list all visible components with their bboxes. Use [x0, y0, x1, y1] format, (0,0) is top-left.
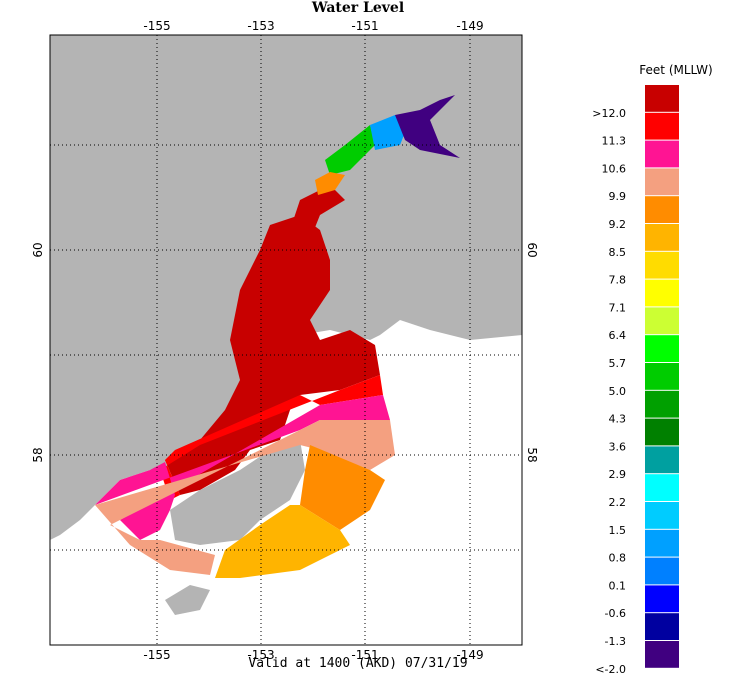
lat-label: 60: [31, 242, 45, 257]
legend-label: 9.9: [609, 190, 627, 203]
water-7: [215, 505, 350, 578]
water-10: [95, 395, 390, 540]
legend-label: 1.5: [609, 524, 627, 537]
legend: >12.0 11.3 10.6 9.9 9.2 8.5 7.8 7.1 6.4 5.7 5.0 4.3…: [592, 85, 679, 676]
legend-swatch: [645, 112, 679, 140]
lat-label: 58: [525, 447, 539, 462]
legend-swatch: [645, 585, 679, 613]
frame: [49, 34, 523, 646]
water-cook-inlet: [165, 215, 380, 495]
water-arm3: [395, 95, 460, 158]
lon-label: -149: [456, 19, 483, 33]
legend-label: 10.6: [602, 162, 627, 175]
land-kodiak: [170, 440, 305, 545]
legend-swatch: [645, 85, 679, 112]
legend-swatch: [645, 390, 679, 418]
legend-swatch: [645, 140, 679, 168]
legend-swatch: [645, 529, 679, 557]
legend-swatch: [645, 446, 679, 474]
lat-label: 60: [525, 242, 539, 257]
legend-swatch: [645, 557, 679, 585]
lon-label: -153: [247, 648, 274, 662]
lon-label: -151: [351, 648, 378, 662]
legend-swatch: [645, 307, 679, 335]
title: Water Level: [311, 0, 404, 16]
lat-label: 58: [31, 447, 45, 462]
legend-label: 8.5: [609, 246, 627, 259]
lon-label: -153: [247, 19, 274, 33]
legend-label: 7.1: [609, 301, 627, 314]
legend-label: 5.7: [609, 357, 627, 370]
legend-label: 9.2: [609, 218, 627, 231]
lon-label: -155: [143, 19, 170, 33]
map: [49, 34, 523, 646]
legend-swatch: [645, 474, 679, 501]
lon-label: -149: [456, 648, 483, 662]
water-11: [160, 375, 383, 500]
land-island: [165, 585, 210, 615]
legend-label: -1.3: [605, 635, 626, 648]
legend-swatch: [645, 641, 679, 668]
legend-label: 2.9: [609, 468, 627, 481]
legend-swatch: [645, 251, 679, 279]
legend-label: 6.4: [609, 329, 627, 342]
legend-swatch: [645, 418, 679, 446]
water-arm: [325, 125, 375, 175]
legend-title: Feet (MLLW): [639, 63, 712, 77]
legend-label: <-2.0: [595, 663, 626, 676]
water-arm4: [315, 172, 345, 195]
legend-swatch: [645, 168, 679, 196]
legend-label: 0.8: [609, 552, 627, 565]
legend-swatch: [645, 279, 679, 307]
legend-swatch: [645, 502, 679, 529]
legend-swatch: [645, 613, 679, 640]
legend-swatch: [645, 224, 679, 251]
footer: Valid at 1400 (AKD) 07/31/19: [248, 656, 467, 671]
legend-swatch: [645, 335, 679, 362]
legend-swatch: [645, 196, 679, 223]
legend-label: -0.6: [605, 607, 626, 620]
legend-label: 4.3: [609, 413, 627, 426]
legend-label: 7.8: [609, 274, 627, 287]
legend-label: >12.0: [592, 107, 626, 120]
legend-label: 2.2: [609, 496, 627, 509]
legend-label: 5.0: [609, 385, 627, 398]
legend-label: 0.1: [609, 579, 627, 592]
lon-label: -151: [351, 19, 378, 33]
legend-label: 3.6: [609, 440, 627, 453]
lon-label: -155: [143, 648, 170, 662]
legend-label: 11.3: [602, 135, 627, 148]
water-8: [300, 445, 385, 530]
legend-swatch: [645, 363, 679, 390]
